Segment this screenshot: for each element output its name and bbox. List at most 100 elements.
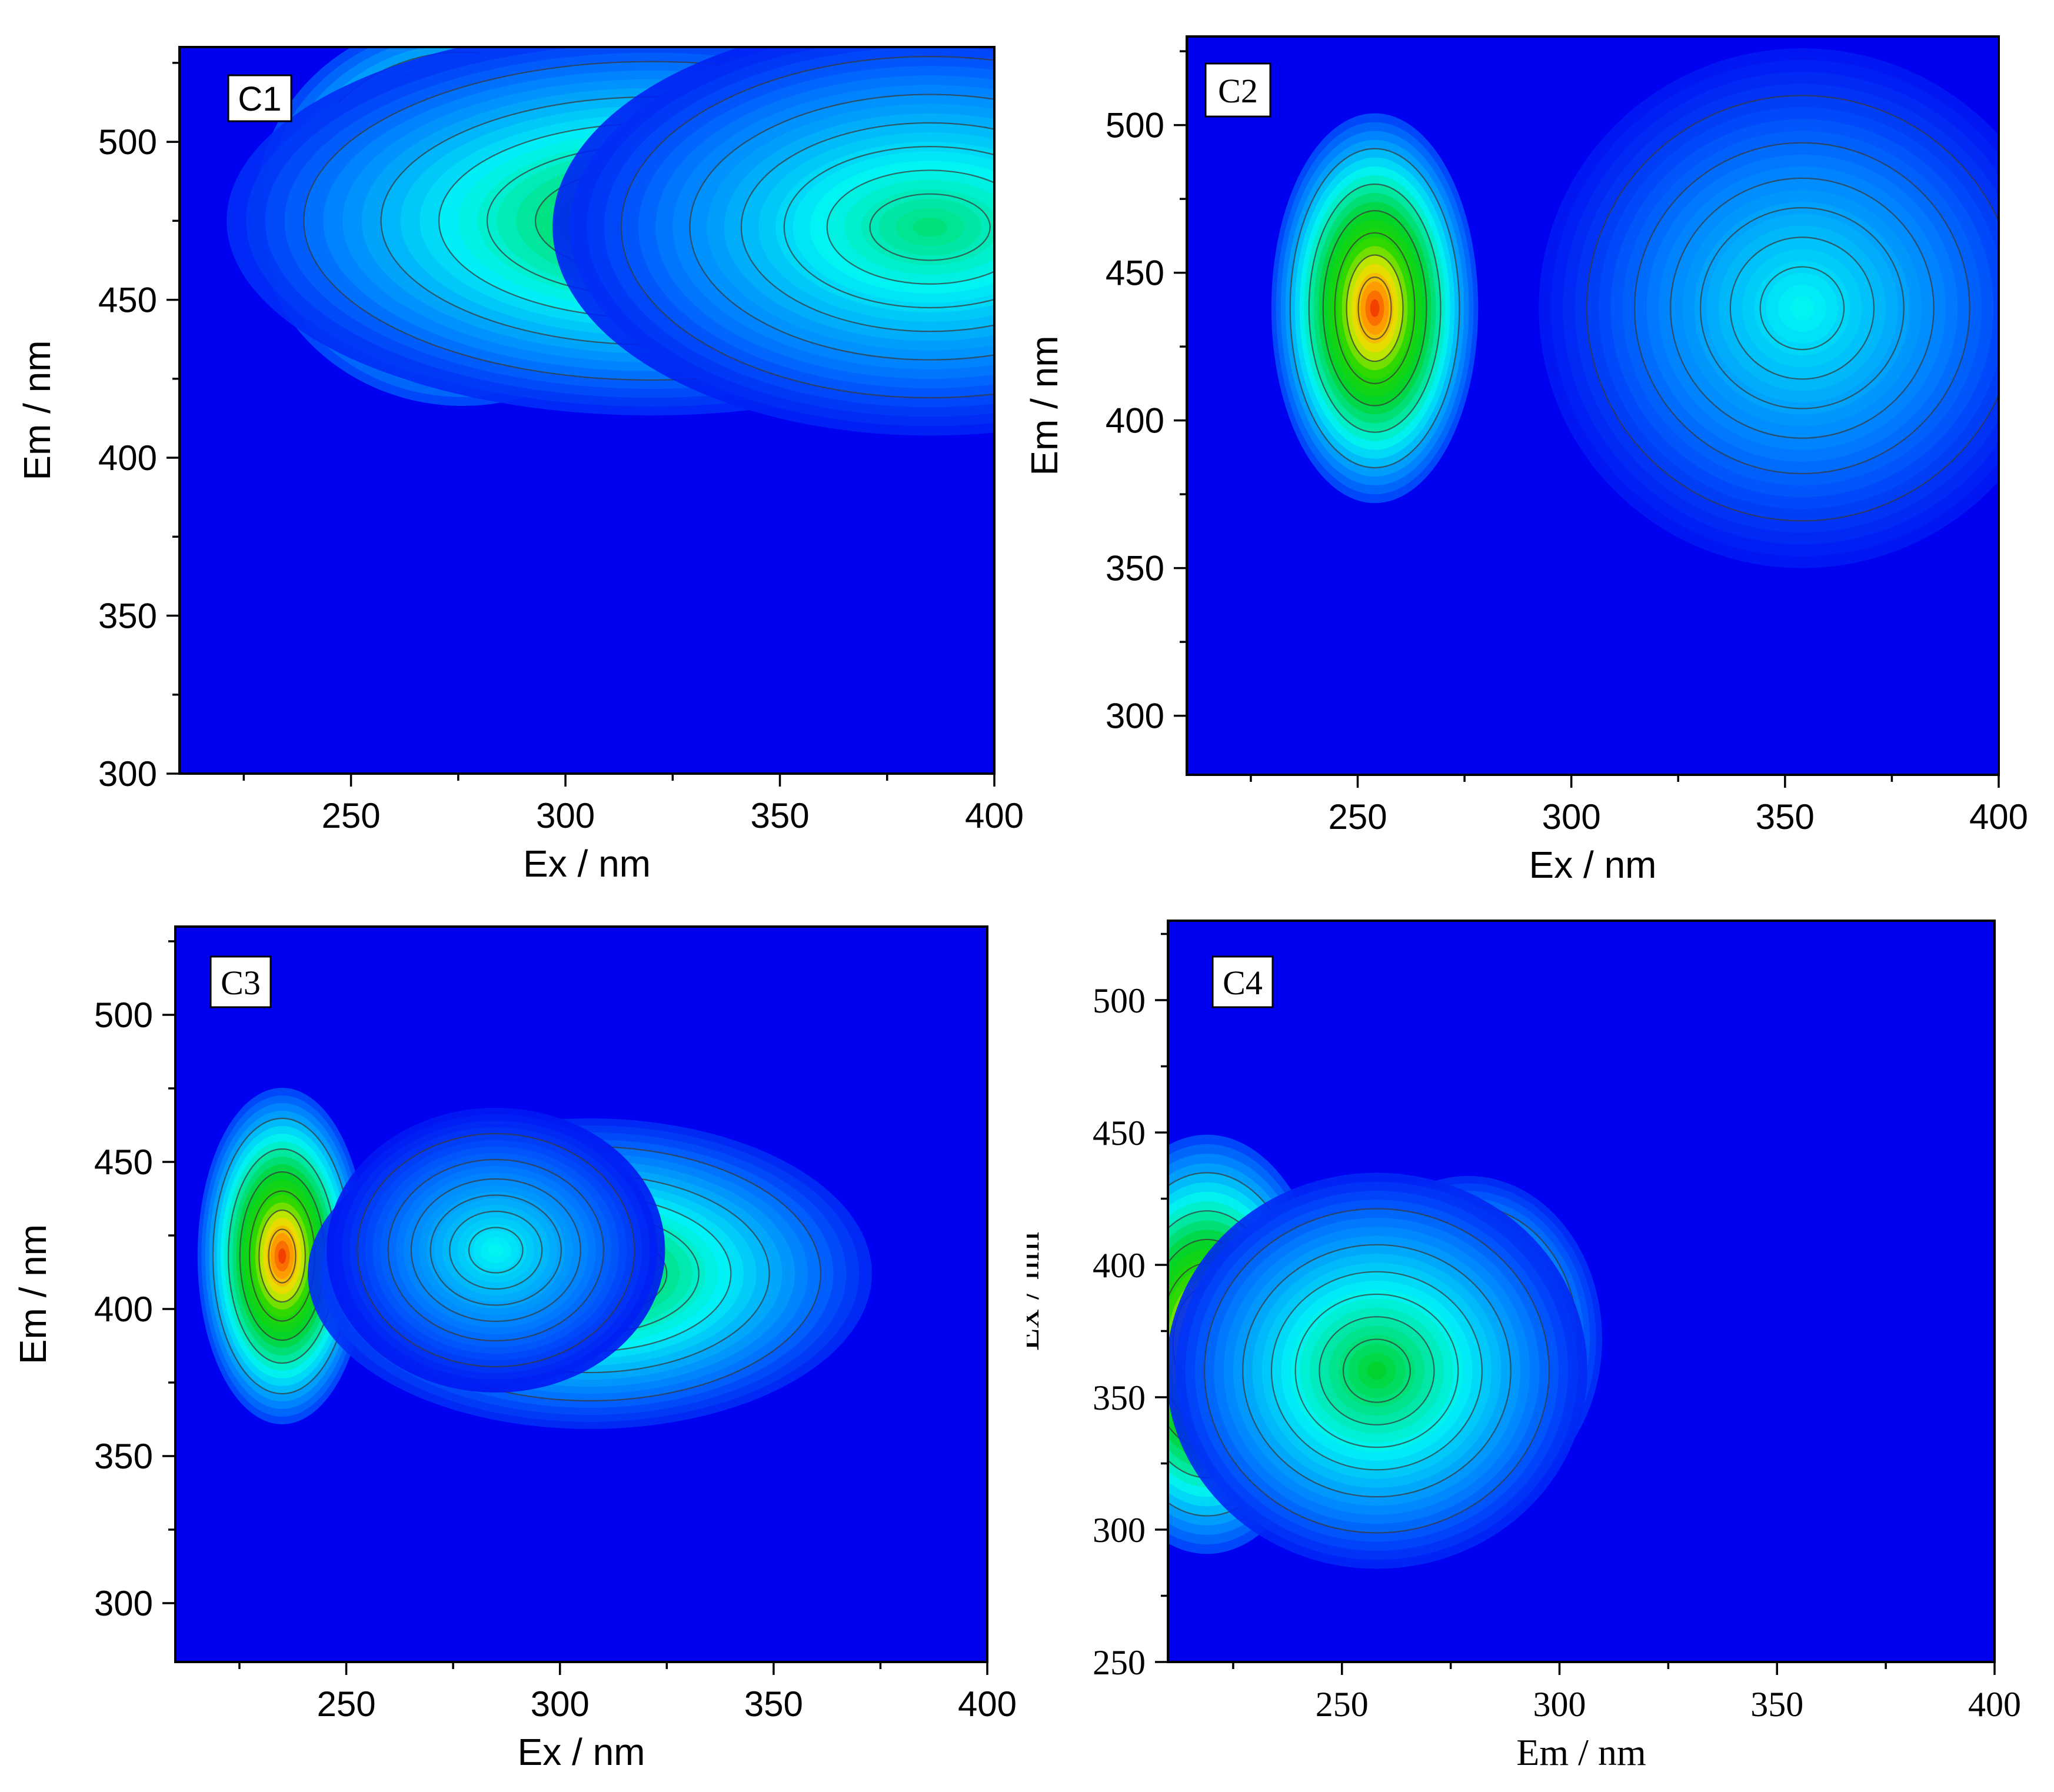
peak-2-contour-4 — [1242, 1244, 1512, 1498]
x-tick-label-300: 300 — [1542, 797, 1601, 837]
y-axis-label: Ex / nm — [1027, 1232, 1047, 1351]
peak-2-contour-5 — [357, 1133, 635, 1368]
peak-2-contour-5 — [620, 56, 994, 399]
y-tick-label-300: 300 — [98, 754, 157, 794]
peak-0-contour-1 — [258, 1209, 306, 1303]
peak-2-contour-4 — [387, 1158, 604, 1342]
peak-0-contour-0 — [268, 1228, 297, 1284]
y-tick-label-500: 500 — [94, 995, 153, 1035]
peak-0-contour-4 — [1308, 183, 1442, 433]
panel-label-box — [1211, 955, 1274, 1008]
y-axis-label: Em / nm — [16, 340, 58, 480]
y-axis-label: Em / nm — [12, 1224, 54, 1364]
peak-2-contour-5 — [1204, 1208, 1550, 1534]
x-tick-label-350: 350 — [1750, 1685, 1803, 1724]
peak-0-contour-5 — [1289, 148, 1460, 469]
y-tick-label-300: 300 — [94, 1584, 153, 1623]
plot-frame — [178, 46, 996, 775]
chart-c1-svg: 250 300 350 400 300 350 400 450 500 Ex / nm Em / n… — [16, 46, 1024, 885]
panel-label-box — [227, 74, 292, 122]
y-tick-label-350: 350 — [1093, 1378, 1146, 1417]
x-axis-label: Ex / nm — [523, 842, 651, 885]
peak-1-level-21 — [1790, 296, 1815, 320]
x-tick-label-250: 250 — [317, 1684, 375, 1724]
peak-2-contour-3 — [1270, 1271, 1483, 1471]
panel-label: C2 — [1218, 72, 1258, 110]
peak-2-level-21 — [488, 1244, 504, 1257]
peak-2-contour-2 — [1294, 1293, 1459, 1448]
peak-2-contour-1 — [1319, 1316, 1435, 1425]
y-tick-label-400: 400 — [94, 1290, 153, 1329]
x-tick-label-350: 350 — [750, 796, 809, 835]
peak-2-contour-2 — [430, 1194, 562, 1306]
peak-0-contour-3 — [1322, 210, 1427, 407]
x-tick-label-400: 400 — [1969, 797, 2028, 837]
peak-2-contour-4 — [689, 94, 994, 361]
panel-label: C3 — [221, 964, 261, 1002]
x-axis-label: Em / nm — [1516, 1731, 1646, 1773]
panel-label: C4 — [1223, 964, 1263, 1002]
y-tick-label-250: 250 — [1093, 1643, 1146, 1682]
x-tick-label-250: 250 — [1316, 1685, 1369, 1724]
y-axis-label: Em / nm — [1027, 335, 1066, 475]
y-tick-label-500: 500 — [98, 122, 157, 162]
peak-1-contour-3 — [1670, 177, 1935, 439]
x-tick-label-250: 250 — [322, 796, 381, 835]
y-tick-label-450: 450 — [1106, 254, 1164, 293]
peak-2-contour-1 — [826, 169, 994, 285]
y-tick-label-300: 300 — [1106, 697, 1164, 736]
plot-frame — [1167, 920, 1996, 1663]
peak-1-contour-2 — [1699, 207, 1905, 409]
peak-1-contour-5 — [1586, 95, 1999, 522]
peak-1-contour-0 — [1759, 266, 1845, 351]
x-tick-label-400: 400 — [1968, 1685, 2021, 1724]
y-tick-label-300: 300 — [1093, 1511, 1146, 1550]
plot-frame — [174, 925, 988, 1663]
peak-0-level-21 — [278, 1248, 287, 1264]
intensity-field — [227, 47, 994, 436]
x-axis-label: Ex / nm — [1529, 844, 1657, 886]
y-tick-label-400: 400 — [1093, 1246, 1146, 1285]
peak-2-contour-2 — [783, 146, 994, 309]
y-tick-label-400: 400 — [98, 438, 157, 478]
panel-label: C1 — [238, 80, 281, 118]
panel-label-box — [1204, 62, 1271, 118]
peak-2-level-21 — [913, 217, 947, 237]
peak-2-level-21 — [1367, 1361, 1387, 1380]
peak-0-level-21 — [1370, 299, 1380, 317]
intensity-field — [1168, 1134, 1602, 1569]
y-tick-label-450: 450 — [94, 1143, 153, 1182]
peak-2-contour-0 — [869, 193, 991, 261]
y-tick-label-350: 350 — [98, 597, 157, 636]
intensity-field — [1271, 48, 1999, 568]
x-tick-label-300: 300 — [531, 1684, 590, 1724]
panel-c2: 250 300 350 400 300 350 400 450 500 Ex / nm Em / n… — [1023, 0, 2054, 894]
x-tick-label-350: 350 — [1756, 797, 1815, 837]
peak-0-contour-0 — [1357, 277, 1392, 340]
chart-c2-svg: 250 300 350 400 300 350 400 450 500 Ex / nm Em / n… — [1023, 35, 2028, 886]
peak-1-contour-4 — [1634, 142, 1970, 475]
y-tick-label-450: 450 — [1093, 1114, 1146, 1153]
x-tick-label-400: 400 — [965, 796, 1024, 835]
panel-c3: 250 300 350 400 300 350 400 450 500 Ex / nm Em / n… — [0, 894, 1027, 1789]
peak-0-contour-2 — [1334, 232, 1416, 384]
peak-2-contour-0 — [468, 1227, 524, 1274]
x-tick-label-350: 350 — [744, 1684, 803, 1724]
panel-label-box — [209, 955, 272, 1008]
y-tick-label-400: 400 — [1106, 401, 1164, 441]
peak-2-contour-0 — [1342, 1338, 1411, 1403]
panel-c1: 250 300 350 400 300 350 400 450 500 Ex / nm Em / n… — [0, 0, 1027, 894]
x-tick-label-300: 300 — [1533, 1685, 1586, 1724]
peak-2-contour-3 — [410, 1178, 581, 1323]
y-tick-label-350: 350 — [94, 1437, 153, 1476]
chart-c3-svg: 250 300 350 400 300 350 400 450 500 Ex / nm Em / n… — [12, 925, 1017, 1773]
y-tick-label-350: 350 — [1106, 549, 1164, 588]
intensity-field — [197, 1088, 872, 1429]
x-tick-label-250: 250 — [1328, 797, 1387, 837]
x-axis-label: Ex / nm — [518, 1731, 645, 1773]
peak-1-contour-1 — [1729, 237, 1875, 380]
plot-frame — [1186, 35, 2000, 776]
y-tick-label-450: 450 — [98, 281, 157, 320]
panel-c4: 250 300 350 400 250 300 350 400 450 500 Em / nm Ex … — [1005, 894, 2054, 1789]
y-tick-label-500: 500 — [1093, 981, 1146, 1020]
